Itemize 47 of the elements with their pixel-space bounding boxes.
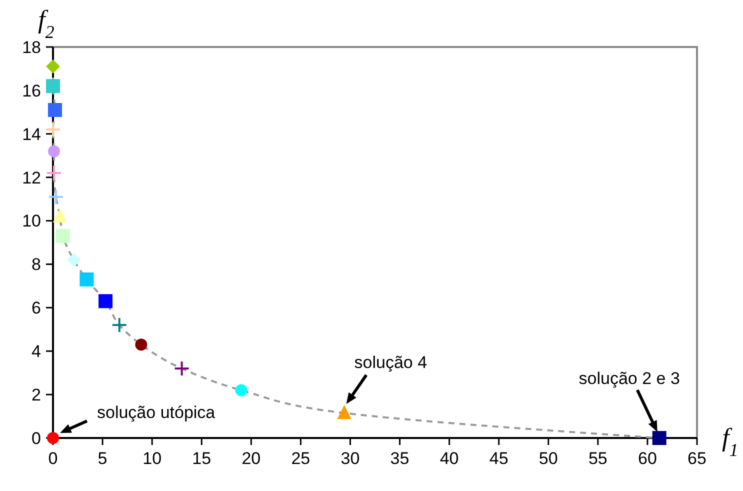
point (135, 338, 148, 351)
y-tick-label: 8 (32, 255, 41, 274)
x-tick-label: 30 (340, 449, 360, 468)
point (80, 272, 94, 286)
y-tick-label: 10 (22, 212, 41, 231)
x-tick-label: 10 (142, 449, 162, 468)
point (66, 252, 81, 267)
x-tick-label: 55 (588, 449, 608, 468)
y-tick-label: 14 (22, 124, 41, 144)
x-tick-label: 35 (390, 449, 410, 468)
x-tick-label: 5 (98, 449, 108, 468)
y-tick-label: 18 (22, 38, 41, 57)
x-tick-label: 20 (242, 449, 261, 468)
x-tick-label: 40 (440, 449, 459, 468)
point (235, 384, 248, 396)
x-axis-title: f$_{1}$ (722, 423, 738, 460)
point (652, 431, 666, 445)
point (52, 208, 67, 222)
x-tick-label: 45 (489, 449, 508, 468)
y-tick-label: 2 (32, 386, 41, 405)
point (46, 60, 60, 74)
point (46, 79, 60, 94)
y-tick-label: 16 (22, 81, 41, 100)
y-axis-title: f$_{2}$ (38, 5, 54, 42)
y-tick-label: 12 (22, 168, 41, 188)
point (174, 360, 190, 376)
point (48, 102, 62, 117)
point (48, 145, 60, 158)
y-tick-label: 6 (32, 298, 41, 318)
point (56, 228, 70, 243)
y-tick-label: 4 (32, 342, 41, 362)
point (98, 294, 113, 308)
x-tick-label: 15 (192, 449, 212, 468)
point (111, 317, 128, 334)
annotation: solução 4 (354, 353, 428, 372)
x-tick-label: 50 (538, 449, 558, 468)
x-tick-label: 25 (291, 449, 310, 468)
point (337, 405, 352, 420)
annotation: solução utópica (97, 403, 216, 422)
point (46, 164, 62, 181)
point (48, 188, 64, 205)
y-tick-label: 0 (32, 428, 41, 448)
point (45, 122, 61, 138)
x-tick-label: 60 (638, 449, 657, 468)
annotation: solução 2 e 3 (578, 369, 680, 388)
x-tick-label: 65 (688, 449, 706, 468)
x-tick-label: 0 (48, 449, 58, 468)
